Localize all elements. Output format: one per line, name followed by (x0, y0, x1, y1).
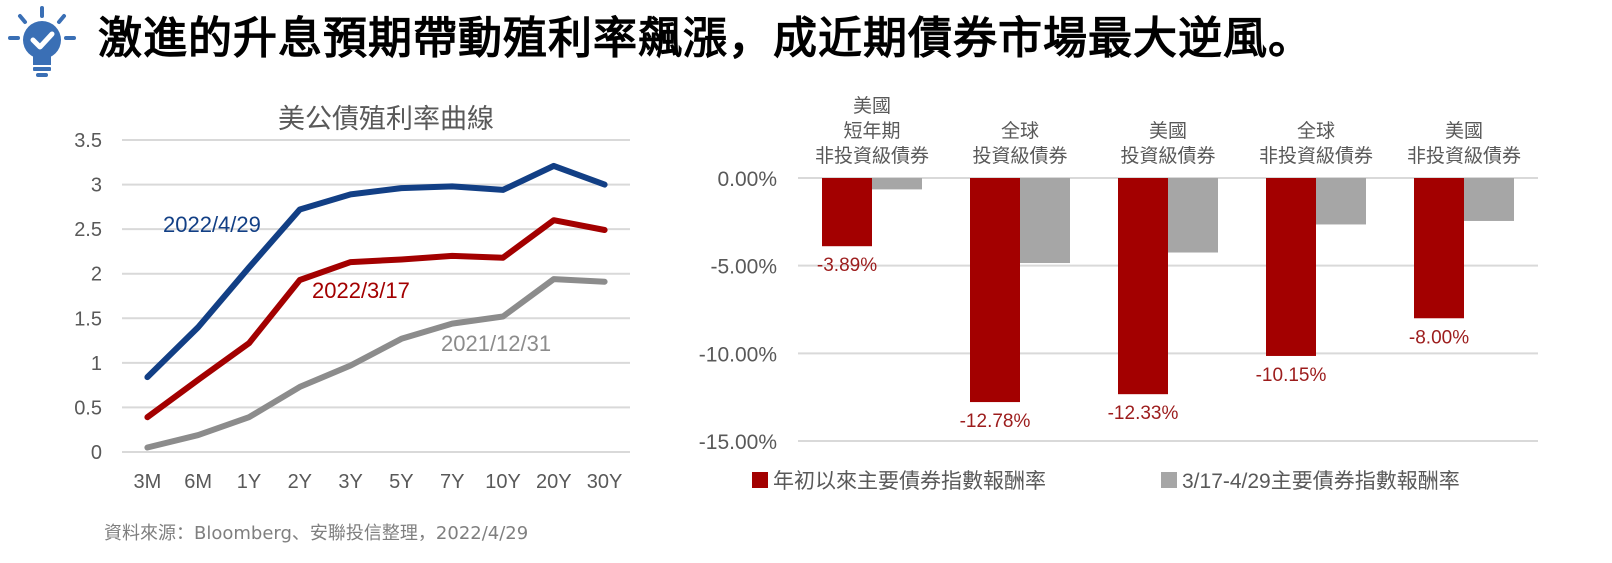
line-chart-series-1 (144, 162, 608, 381)
source-note: 資料來源：Bloomberg、安聯投信整理，2022/4/29 (104, 523, 529, 544)
bar-chart-category-label: 短年期 (843, 120, 900, 142)
line-chart-point (604, 229, 606, 231)
line-chart-y-tick-label: 1 (91, 353, 102, 375)
line-chart-x-tick-label: 3M (134, 471, 162, 493)
bar-chart-category-label: 非投資級債券 (815, 145, 929, 167)
line-chart-point (451, 185, 453, 187)
line-chart-point (197, 434, 199, 436)
line-chart-x-tick-label: 20Y (536, 471, 572, 493)
legend-label-ytd: 年初以來主要債券指數報酬率 (773, 470, 1046, 493)
bar-chart-category-label: 非投資級債券 (1407, 145, 1521, 167)
bar-chart-category-label: 投資級債券 (972, 145, 1067, 167)
bar-chart-category-label: 投資級債券 (1120, 145, 1215, 167)
line-chart-point (248, 342, 250, 344)
bar-data-label: -3.89% (817, 255, 877, 276)
line-chart-x-tick-label: 10Y (485, 471, 521, 493)
line-chart-point (553, 219, 555, 221)
line-chart-y-tick-label: 0 (91, 442, 102, 464)
legend-swatch-recent (1161, 472, 1177, 488)
bar-ytd-return (1266, 178, 1316, 356)
line-chart-y-tick-label: 0.5 (74, 397, 102, 419)
bar-recent-return (1316, 178, 1366, 225)
line-chart-point (248, 266, 250, 268)
line-chart-point (248, 416, 250, 418)
bar-chart-category-label: 全球 (1001, 120, 1039, 142)
line-chart-point (146, 447, 148, 449)
line-chart-point (350, 193, 352, 195)
line-chart-x-tick-label: 7Y (440, 471, 464, 493)
bar-ytd-return (822, 178, 872, 247)
lightbulb-check-icon (8, 6, 76, 77)
line-chart-point (197, 379, 199, 381)
line-chart-point (502, 257, 504, 259)
bar-chart-y-tick-label: -15.00% (699, 431, 777, 454)
line-chart-point (400, 258, 402, 260)
line-chart-series-label: 2022/4/29 (163, 212, 261, 237)
line-chart-y-tick-label: 3 (91, 175, 102, 197)
bar-recent-return (872, 178, 922, 190)
line-chart-y-tick-label: 2 (91, 264, 102, 286)
line-chart-series-label: 2021/12/31 (441, 331, 551, 356)
bar-recent-return (1020, 178, 1070, 264)
line-chart-x-tick-label: 30Y (587, 471, 623, 493)
line-chart-point (502, 189, 504, 191)
bar-chart-y-tick-label: -10.00% (699, 343, 777, 366)
bar-data-label: -10.15% (1256, 365, 1327, 386)
bar-chart-category-label: 美國 (1149, 120, 1187, 142)
line-chart-point (299, 386, 301, 388)
line-chart-point (400, 187, 402, 189)
line-chart-series-2 (144, 217, 608, 421)
line-chart-point (553, 165, 555, 167)
line-chart-point (400, 338, 402, 340)
line-chart-point (299, 279, 301, 281)
line-chart-point (146, 376, 148, 378)
bar-chart-category-label: 全球 (1297, 120, 1335, 142)
line-chart-series-3 (144, 276, 608, 451)
line-chart-point (146, 416, 148, 418)
line-chart-point (197, 326, 199, 328)
bar-ytd-return (970, 178, 1020, 403)
line-chart-point (604, 281, 606, 283)
bar-chart-category-label: 美國 (853, 95, 891, 117)
line-chart-x-tick-label: 5Y (389, 471, 413, 493)
bar-data-label: -12.33% (1108, 403, 1179, 424)
page-title: 激進的升息預期帶動殖利率飆漲，成近期債券市場最大逆風。 (98, 13, 1313, 64)
line-chart-point (299, 209, 301, 211)
line-chart-point (604, 184, 606, 186)
line-chart-y-tick-label: 1.5 (74, 308, 102, 330)
line-chart-y-tick-label: 2.5 (74, 219, 102, 241)
line-chart-y-tick-label: 3.5 (74, 130, 102, 152)
line-chart-title: 美公債殖利率曲線 (278, 104, 494, 134)
line-chart-point (350, 365, 352, 367)
legend-swatch-ytd (752, 472, 768, 488)
bar-chart-y-tick-label: -5.00% (710, 256, 777, 279)
line-chart-point (502, 316, 504, 318)
line-chart-point (553, 278, 555, 280)
bar-data-label: -8.00% (1409, 327, 1469, 348)
bar-chart-y-tick-label: 0.00% (717, 168, 777, 191)
bar-ytd-return (1414, 178, 1464, 319)
line-chart-x-tick-label: 2Y (288, 471, 312, 493)
bar-data-label: -12.78% (960, 411, 1031, 432)
header: 激進的升息預期帶動殖利率飆漲，成近期債券市場最大逆風。 (0, 0, 1612, 96)
bar-chart-category-label: 美國 (1445, 120, 1483, 142)
legend-label-recent: 3/17-4/29主要債券指數報酬率 (1182, 470, 1460, 493)
line-chart-point (451, 255, 453, 257)
line-chart-x-tick-label: 6M (184, 471, 212, 493)
bar-recent-return (1168, 178, 1218, 253)
line-chart-series-label: 2022/3/17 (312, 278, 410, 303)
line-chart-point (451, 323, 453, 325)
bar-recent-return (1464, 178, 1514, 221)
line-chart-x-tick-label: 3Y (338, 471, 362, 493)
bar-chart-category-label: 非投資級債券 (1259, 145, 1373, 167)
bar-ytd-return (1118, 178, 1168, 395)
line-chart-x-tick-label: 1Y (237, 471, 261, 493)
line-chart-point (350, 261, 352, 263)
